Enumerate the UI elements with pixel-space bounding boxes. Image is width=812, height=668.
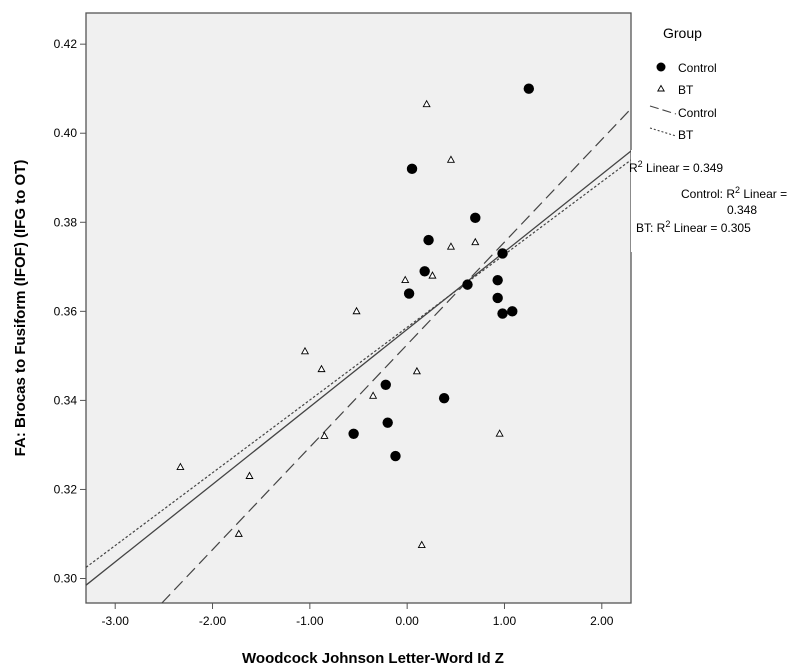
point-control bbox=[492, 274, 503, 286]
r2-annotations: R2 Linear = 0.349 Control: R2 Linear = 0… bbox=[629, 150, 812, 252]
y-tick-label: 0.38 bbox=[54, 215, 78, 229]
point-bt bbox=[417, 540, 426, 548]
point-control bbox=[507, 306, 518, 317]
point-bt bbox=[320, 431, 329, 439]
point-bt bbox=[369, 391, 378, 399]
total-r2-label: R2 Linear = 0.349 bbox=[629, 159, 723, 175]
r2-label-box bbox=[631, 150, 812, 252]
point-control bbox=[523, 83, 535, 94]
x-tick-label: 1.00 bbox=[493, 614, 517, 628]
y-axis-title: FA: Brocas to Fusiform (IFOF) (IFG to OT… bbox=[12, 160, 29, 457]
point-bt bbox=[446, 155, 456, 163]
fit-line-control bbox=[161, 108, 632, 604]
point-control bbox=[497, 308, 508, 319]
point-control bbox=[462, 279, 473, 290]
point-control bbox=[406, 163, 418, 175]
point-control bbox=[423, 234, 434, 246]
point-control bbox=[497, 248, 508, 259]
legend-bt-marker bbox=[657, 84, 665, 92]
point-bt bbox=[428, 271, 437, 279]
legend: Group Control BT Control BT bbox=[649, 25, 717, 142]
legend-title: Group bbox=[663, 25, 702, 41]
y-tick-label: 0.32 bbox=[54, 482, 78, 496]
x-axis: -3.00 -2.00 -1.00 0.00 1.00 2.00 bbox=[102, 603, 614, 628]
fit-line-total bbox=[85, 150, 632, 586]
bt-r2-label: BT: R2 Linear = 0.305 bbox=[636, 219, 751, 235]
y-tick-label: 0.34 bbox=[54, 393, 78, 407]
x-tick-label: 0.00 bbox=[395, 614, 419, 628]
point-bt bbox=[317, 364, 326, 373]
point-bt bbox=[401, 275, 410, 284]
point-control bbox=[382, 417, 393, 428]
x-tick-label: -3.00 bbox=[102, 614, 130, 628]
legend-control-line-label: Control bbox=[678, 106, 717, 120]
y-tick-label: 0.42 bbox=[54, 37, 78, 51]
point-bt bbox=[471, 237, 480, 246]
point-bt bbox=[176, 462, 185, 471]
legend-bt-label: BT bbox=[678, 83, 694, 97]
point-control bbox=[403, 288, 415, 299]
point-control bbox=[470, 212, 481, 224]
point-control bbox=[390, 450, 401, 462]
point-bt bbox=[446, 242, 456, 250]
point-control bbox=[348, 428, 359, 439]
point-control bbox=[380, 379, 391, 391]
x-tick-label: -1.00 bbox=[296, 614, 324, 628]
x-tick-label: -2.00 bbox=[199, 614, 227, 628]
plot-area bbox=[85, 12, 632, 604]
legend-bt-line-label: BT bbox=[678, 128, 694, 142]
point-control bbox=[492, 292, 503, 304]
y-tick-label: 0.36 bbox=[54, 304, 78, 318]
legend-control-label: Control bbox=[678, 61, 717, 75]
legend-bt-line bbox=[649, 127, 677, 137]
legend-control-marker bbox=[656, 62, 666, 72]
control-r2-label: Control: R2 Linear = bbox=[681, 185, 787, 201]
fit-lines bbox=[85, 108, 632, 604]
point-bt bbox=[352, 306, 361, 315]
legend-control-line bbox=[649, 105, 677, 115]
x-axis-title: Woodcock Johnson Letter-Word Id Z bbox=[242, 650, 504, 667]
y-axis: 0.30 0.32 0.34 0.36 0.38 0.40 0.42 bbox=[54, 37, 86, 586]
point-control bbox=[419, 266, 430, 277]
point-bt bbox=[300, 346, 310, 355]
x-tick-label: 2.00 bbox=[590, 614, 614, 628]
control-r2-value: 0.348 bbox=[727, 203, 757, 217]
data-points bbox=[176, 83, 535, 548]
fit-line-bt bbox=[85, 159, 632, 568]
y-tick-label: 0.40 bbox=[54, 126, 78, 140]
point-bt bbox=[422, 99, 431, 108]
y-tick-label: 0.30 bbox=[54, 572, 78, 586]
point-control bbox=[438, 392, 450, 404]
point-bt bbox=[495, 429, 504, 437]
point-bt bbox=[412, 366, 421, 375]
point-bt bbox=[234, 529, 243, 537]
point-bt bbox=[245, 471, 254, 479]
